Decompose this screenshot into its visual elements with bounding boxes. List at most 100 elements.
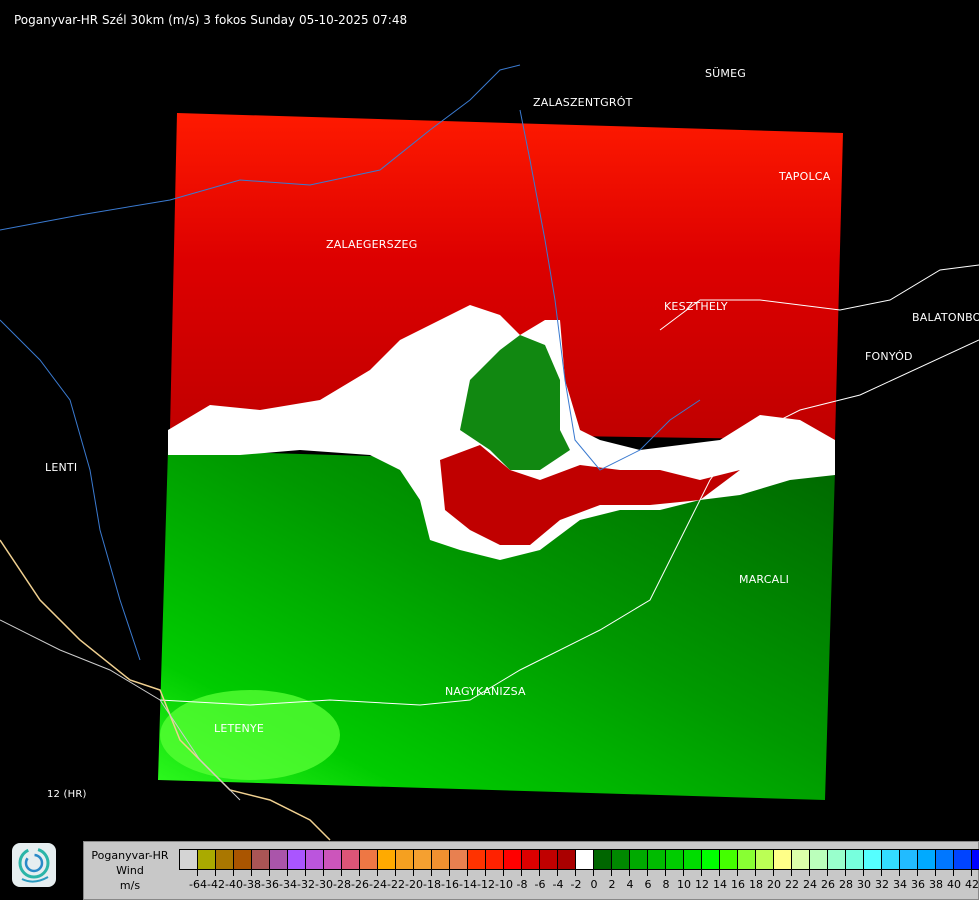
legend-color-box [558, 850, 576, 869]
legend-color-box [180, 850, 198, 869]
legend-color-box [918, 850, 936, 869]
legend-tick [881, 869, 882, 876]
legend-color-box [756, 850, 774, 869]
legend-tick-label: 24 [803, 878, 817, 891]
logo [12, 843, 56, 887]
legend-tick-label: -14 [459, 878, 477, 891]
legend-tick [737, 869, 738, 876]
legend-tick-label: -64 [189, 878, 207, 891]
legend-tick-label: -16 [441, 878, 459, 891]
city-label: MARCALI [739, 573, 790, 586]
legend-tick-label: -10 [495, 878, 513, 891]
legend-tick [629, 869, 630, 876]
legend-tick-label: 0 [590, 878, 598, 891]
legend-color-box [900, 850, 918, 869]
legend-tick-label: -40 [225, 878, 243, 891]
legend-tick [665, 869, 666, 876]
legend-tick [845, 869, 846, 876]
legend-tick [359, 869, 360, 876]
legend-tick-label: 18 [749, 878, 763, 891]
legend-tick [269, 869, 270, 876]
legend-tick [773, 869, 774, 876]
legend-tick-label: 16 [731, 878, 745, 891]
legend-tick [647, 869, 648, 876]
legend-color-box [972, 850, 979, 869]
legend-tick [611, 869, 612, 876]
legend-color-box [702, 850, 720, 869]
legend-tick-label: -42 [207, 878, 225, 891]
map-title: Poganyvar-HR Szél 30km (m/s) 3 fokos Sun… [14, 13, 408, 27]
legend-tick [449, 869, 450, 876]
legend-tick-label: 10 [677, 878, 691, 891]
legend-tick [683, 869, 684, 876]
legend-tick [323, 869, 324, 876]
legend-tick [215, 869, 216, 876]
road-label: 12 (HR) [47, 789, 87, 800]
legend-tick-label: -32 [297, 878, 315, 891]
legend-color-box [864, 850, 882, 869]
legend-tick-label: 2 [608, 878, 616, 891]
legend-color-box [198, 850, 216, 869]
legend-tick-label: 26 [821, 878, 835, 891]
legend-tick [827, 869, 828, 876]
legend-tick [251, 869, 252, 876]
legend-tick [809, 869, 810, 876]
legend-color-box [306, 850, 324, 869]
legend-tick-label: 36 [911, 878, 925, 891]
city-label: LENTI [45, 461, 78, 474]
legend-color-box [612, 850, 630, 869]
river [0, 319, 141, 661]
legend-tick [719, 869, 720, 876]
legend-color-box [360, 850, 378, 869]
legend-color-box [648, 850, 666, 869]
legend-color-box [270, 850, 288, 869]
legend-unit: m/s [119, 879, 141, 892]
legend-color-box [846, 850, 864, 869]
legend-tick-label: 30 [857, 878, 871, 891]
legend-tick [899, 869, 900, 876]
legend-color-box [324, 850, 342, 869]
legend-tick [593, 869, 594, 876]
legend-tick [197, 869, 198, 876]
legend-tick-label: 12 [695, 878, 709, 891]
legend-color-box [414, 850, 432, 869]
road [659, 264, 979, 331]
legend-color-box [486, 850, 504, 869]
legend-tick [485, 869, 486, 876]
legend-tick-label: 14 [713, 878, 727, 891]
river [0, 64, 521, 231]
legend-tick-label: -30 [315, 878, 333, 891]
city-label: NAGYKANIZSA [445, 685, 526, 698]
city-label: BALATONBO [912, 311, 979, 324]
wind-field-green-core [460, 335, 570, 470]
legend-color-box [450, 850, 468, 869]
legend-tick-label: 28 [839, 878, 853, 891]
legend-tick-label: -12 [477, 878, 495, 891]
legend-color-box [234, 850, 252, 869]
legend-color-scale [179, 849, 979, 870]
wind-field-bright-green [160, 690, 340, 780]
legend-tick-label: 22 [785, 878, 799, 891]
legend-color-box [684, 850, 702, 869]
legend-tick [863, 869, 864, 876]
legend-color-box [378, 850, 396, 869]
legend-ticks: -64 -42 -40 -38 -36 -34 -32 -30 -28 -26 -24 -22 -20-… [179, 869, 979, 899]
legend-tick [305, 869, 306, 876]
legend-color-box [576, 850, 594, 869]
legend-tick [917, 869, 918, 876]
city-label: SÜMEG [705, 67, 746, 80]
legend-tick [521, 869, 522, 876]
legend-tick [341, 869, 342, 876]
legend-tick [395, 869, 396, 876]
wind-field-red-lobe [440, 445, 740, 545]
legend-color-box [342, 850, 360, 869]
legend-color-box [504, 850, 522, 869]
legend-color-box [540, 850, 558, 869]
legend-tick [701, 869, 702, 876]
legend-color-box [882, 850, 900, 869]
legend-color-box [468, 850, 486, 869]
legend-color-box [828, 850, 846, 869]
legend-tick-label: -24 [369, 878, 387, 891]
legend-color-box [954, 850, 972, 869]
legend-tick [539, 869, 540, 876]
